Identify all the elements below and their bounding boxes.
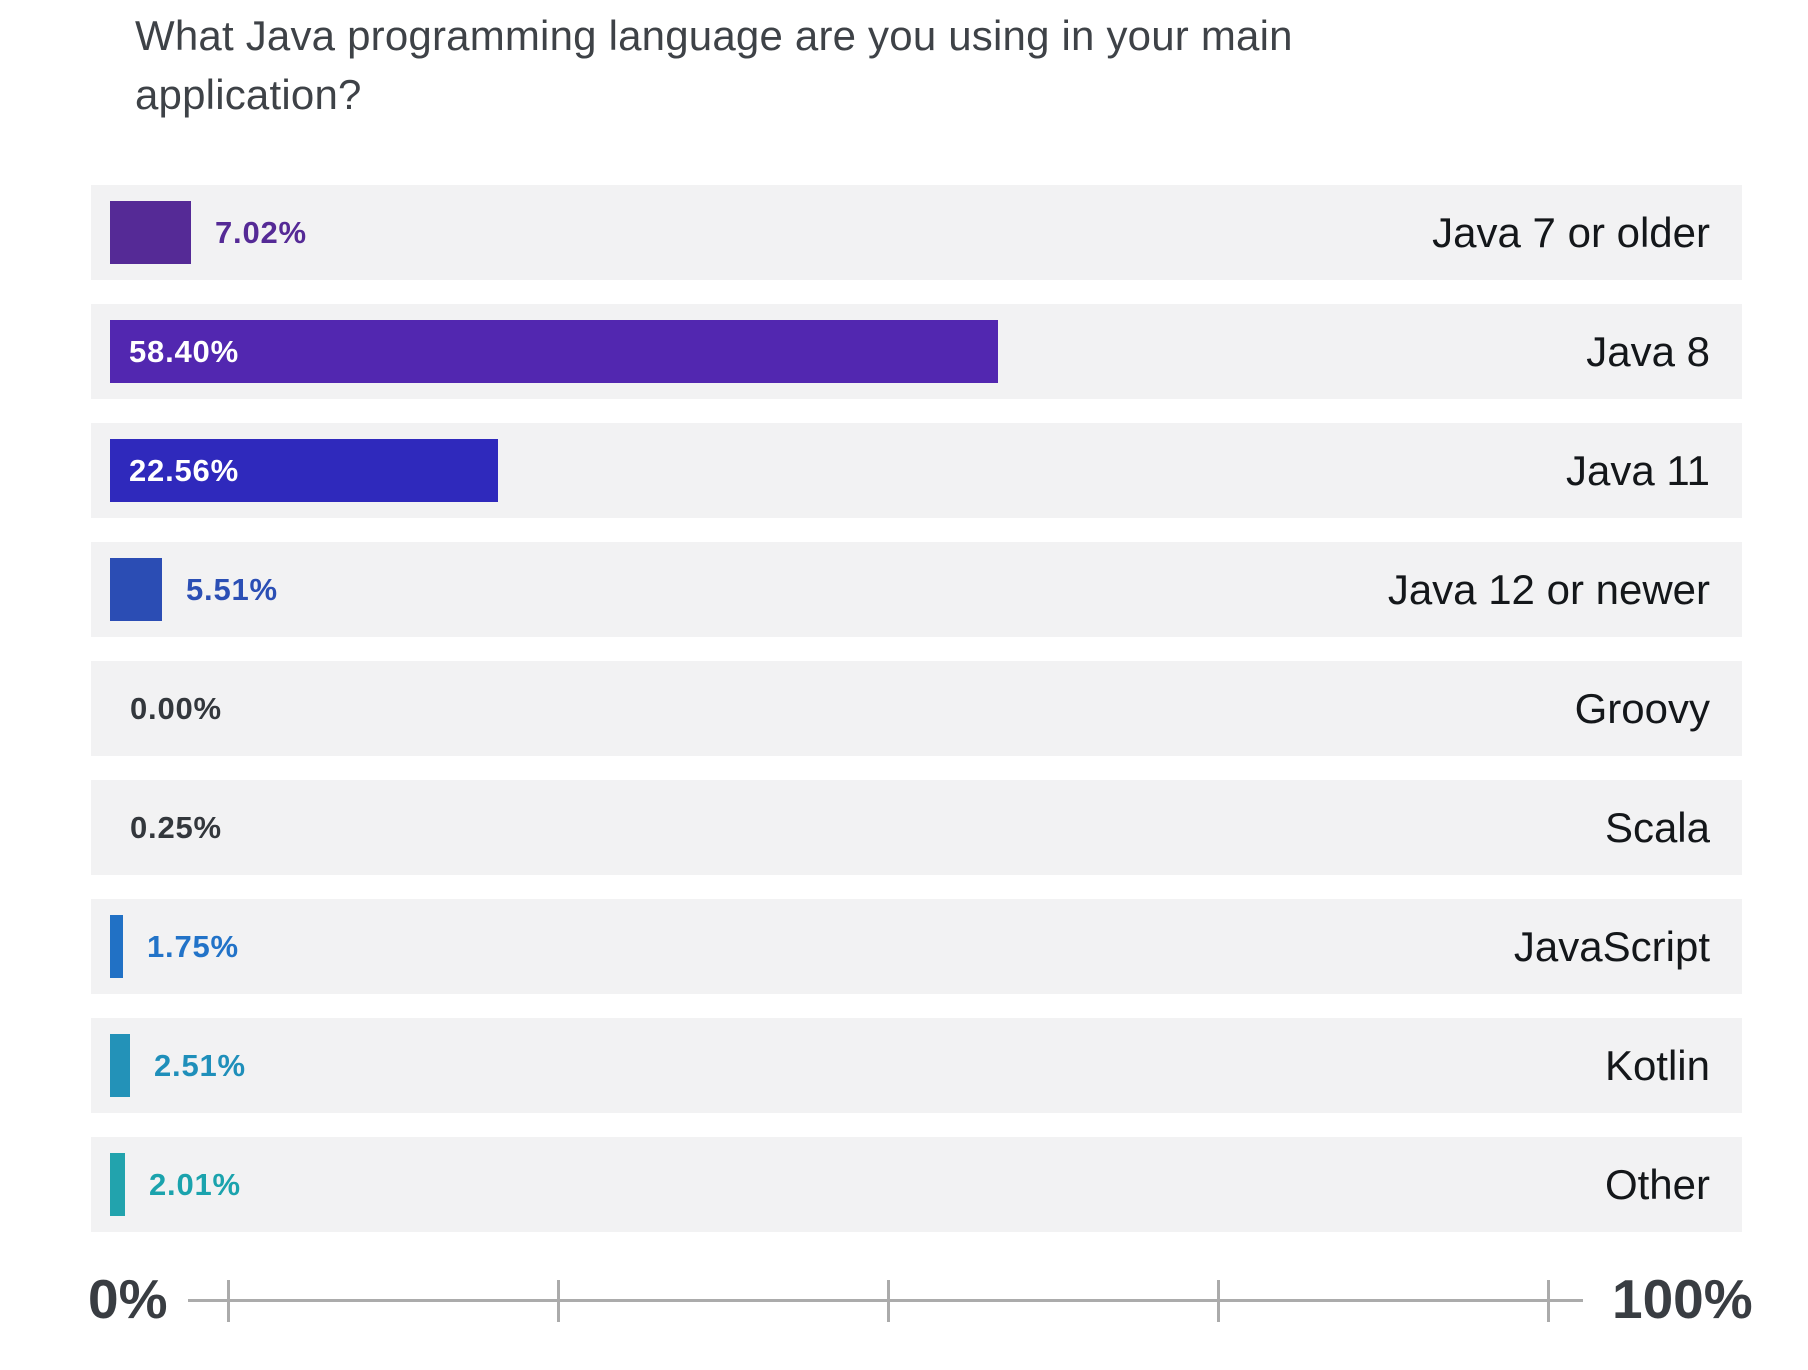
x-axis-tick	[227, 1280, 230, 1322]
bar-row: 22.56% Java 11	[91, 423, 1742, 518]
bar	[110, 1153, 125, 1216]
category-label: Other	[1604, 1160, 1710, 1208]
bar	[110, 439, 498, 502]
bar	[110, 201, 191, 264]
value-label: 1.75%	[147, 928, 239, 964]
bar	[110, 320, 998, 383]
bar	[110, 915, 123, 978]
value-label: 7.02%	[215, 214, 307, 250]
bar	[110, 1034, 130, 1097]
category-label: JavaScript	[1513, 922, 1710, 970]
x-axis-min-label: 0%	[88, 1268, 168, 1330]
bar-row: 5.51% Java 12 or newer	[91, 542, 1742, 637]
category-label: Scala	[1604, 803, 1710, 851]
x-axis-max-label: 100%	[1612, 1268, 1753, 1330]
x-axis-line	[188, 1299, 1583, 1302]
x-axis-tick	[1547, 1280, 1550, 1322]
category-label: Groovy	[1574, 684, 1710, 732]
value-label: 5.51%	[186, 571, 278, 607]
x-axis-tick	[887, 1280, 890, 1322]
x-axis-tick	[1217, 1280, 1220, 1322]
value-label: 0.25%	[130, 809, 222, 845]
chart-title: What Java programming language are you u…	[135, 12, 1293, 118]
value-label: 2.01%	[149, 1166, 241, 1202]
category-label: Java 8	[1586, 327, 1710, 375]
bar	[110, 558, 162, 621]
category-label: Java 7 or older	[1432, 208, 1710, 256]
bar-row: 7.02% Java 7 or older	[91, 185, 1742, 280]
bar-row: 58.40% Java 8	[91, 304, 1742, 399]
category-label: Java 11	[1566, 446, 1710, 494]
value-label: 22.56%	[129, 452, 239, 488]
x-axis-tick	[557, 1280, 560, 1322]
value-label: 58.40%	[129, 333, 239, 369]
bar-row: 1.75% JavaScript	[91, 899, 1742, 994]
value-label: 0.00%	[130, 690, 222, 726]
bar-chart-rows: 7.02% Java 7 or older 58.40% Java 8 22.5…	[91, 185, 1742, 1256]
category-label: Kotlin	[1604, 1041, 1710, 1089]
bar-row: 0.00% Groovy	[91, 661, 1742, 756]
bar-row: 2.51% Kotlin	[91, 1018, 1742, 1113]
value-label: 2.51%	[154, 1047, 246, 1083]
bar-row: 0.25% Scala	[91, 780, 1742, 875]
category-label: Java 12 or newer	[1387, 565, 1710, 613]
bar-row: 2.01% Other	[91, 1137, 1742, 1232]
